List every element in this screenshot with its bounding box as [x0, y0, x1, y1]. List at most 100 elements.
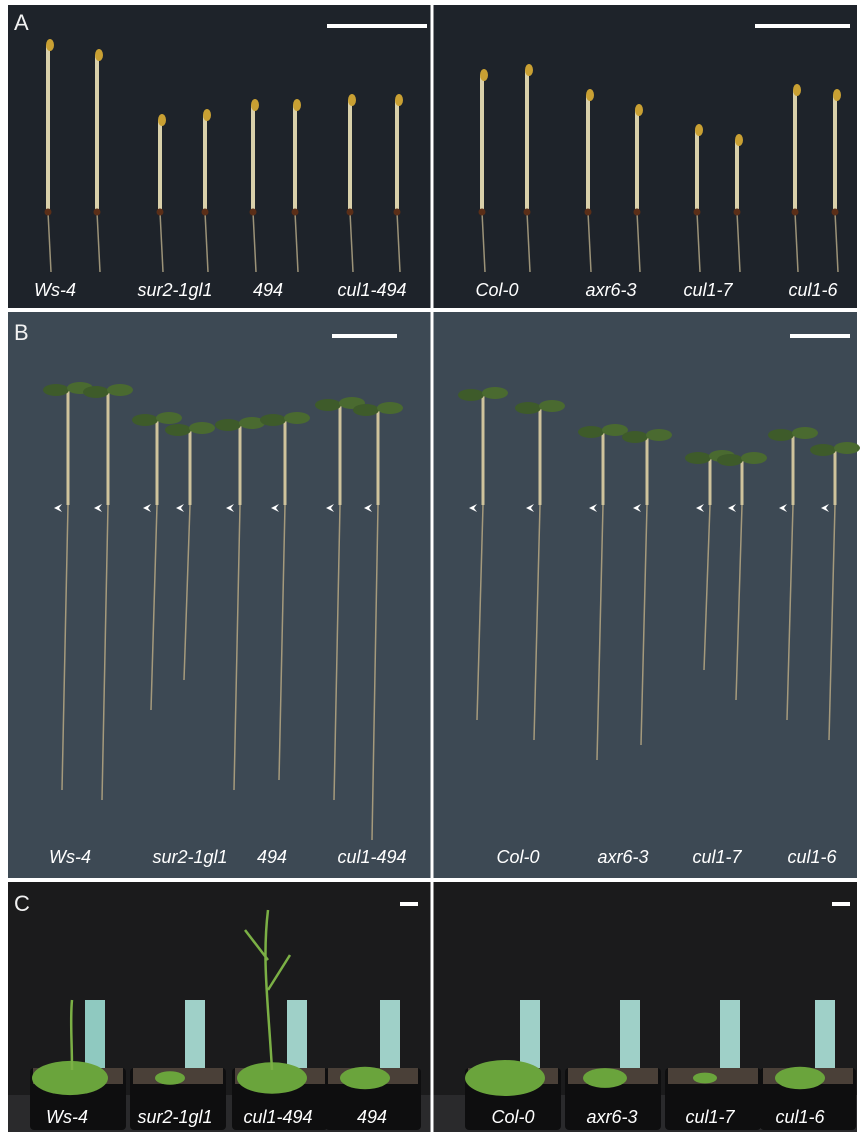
seed — [250, 209, 257, 216]
genotype-label: Ws-4 — [34, 280, 76, 300]
genotype-label: cul1-494 — [337, 280, 406, 300]
seed — [832, 209, 839, 216]
leaf — [156, 412, 182, 424]
seed — [585, 209, 592, 216]
leaf — [685, 452, 711, 464]
rosette — [693, 1073, 717, 1084]
genotype-label: sur2-1gl1 — [152, 847, 227, 867]
seed — [94, 209, 101, 216]
cotyledon — [793, 84, 801, 96]
genotype-label: cul1-6 — [775, 1107, 825, 1127]
cotyledon — [735, 134, 743, 146]
rosette — [155, 1071, 185, 1085]
rosette — [465, 1060, 545, 1096]
stake — [185, 1000, 205, 1070]
genotype-label: axr6-3 — [585, 280, 636, 300]
seed — [734, 209, 741, 216]
seed — [634, 209, 641, 216]
leaf — [792, 427, 818, 439]
leaf — [189, 422, 215, 434]
genotype-label: cul1-494 — [243, 1107, 312, 1127]
leaf — [810, 444, 836, 456]
stake — [85, 1000, 105, 1070]
leaf — [646, 429, 672, 441]
leaf — [284, 412, 310, 424]
figure: A B C Ws-4 sur2-1gl1 494 cul1-494 Col-0 axr6-… — [0, 0, 862, 1134]
genotype-label: Col-0 — [475, 280, 518, 300]
cotyledon — [695, 124, 703, 136]
stake — [815, 1000, 835, 1070]
leaf — [260, 414, 286, 426]
seed — [45, 209, 52, 216]
stake — [620, 1000, 640, 1070]
leaf — [515, 402, 541, 414]
rosette — [583, 1068, 627, 1088]
leaf — [768, 429, 794, 441]
leaf — [132, 414, 158, 426]
stake — [520, 1000, 540, 1070]
genotype-label: cul1-7 — [685, 1107, 735, 1127]
cotyledon — [158, 114, 166, 126]
panel-label: B — [14, 320, 29, 345]
leaf — [539, 400, 565, 412]
leaf — [377, 402, 403, 414]
genotype-label: Col-0 — [496, 847, 539, 867]
cotyledon — [251, 99, 259, 111]
genotype-label: axr6-3 — [586, 1107, 637, 1127]
cotyledon — [395, 94, 403, 106]
cotyledon — [525, 64, 533, 76]
genotype-label: cul1-6 — [788, 280, 838, 300]
genotype-label: Ws-4 — [46, 1107, 88, 1127]
leaf — [83, 386, 109, 398]
panel-label: A — [14, 10, 29, 35]
leaf — [315, 399, 341, 411]
cotyledon — [833, 89, 841, 101]
panel-label: C — [14, 891, 30, 916]
seed — [394, 209, 401, 216]
cotyledon — [203, 109, 211, 121]
leaf — [717, 454, 743, 466]
leaf — [578, 426, 604, 438]
leaf — [458, 389, 484, 401]
rosette — [340, 1067, 390, 1090]
seed — [292, 209, 299, 216]
seed — [202, 209, 209, 216]
leaf — [107, 384, 133, 396]
cotyledon — [586, 89, 594, 101]
stake — [380, 1000, 400, 1070]
genotype-label: 494 — [357, 1107, 387, 1127]
leaf — [834, 442, 860, 454]
genotype-label: cul1-7 — [692, 847, 742, 867]
genotype-label: cul1-494 — [337, 847, 406, 867]
leaf — [622, 431, 648, 443]
genotype-label: 494 — [253, 280, 283, 300]
leaf — [741, 452, 767, 464]
cotyledon — [293, 99, 301, 111]
seed — [792, 209, 799, 216]
leaf — [165, 424, 191, 436]
stake — [287, 1000, 307, 1070]
genotype-label: cul1-6 — [787, 847, 837, 867]
genotype-label: sur2-1gl1 — [137, 280, 212, 300]
leaf — [215, 419, 241, 431]
seed — [479, 209, 486, 216]
rosette — [32, 1061, 108, 1095]
seed — [347, 209, 354, 216]
seed — [524, 209, 531, 216]
cotyledon — [95, 49, 103, 61]
stake — [720, 1000, 740, 1070]
cotyledon — [348, 94, 356, 106]
genotype-label: cul1-7 — [683, 280, 733, 300]
seed — [157, 209, 164, 216]
seed — [694, 209, 701, 216]
leaf — [482, 387, 508, 399]
genotype-label: Col-0 — [491, 1107, 534, 1127]
genotype-label: 494 — [257, 847, 287, 867]
genotype-label: Ws-4 — [49, 847, 91, 867]
genotype-label: sur2-1gl1 — [137, 1107, 212, 1127]
rosette — [775, 1067, 825, 1090]
genotype-label: axr6-3 — [597, 847, 648, 867]
cotyledon — [46, 39, 54, 51]
cotyledon — [480, 69, 488, 81]
bolt — [71, 1000, 72, 1070]
